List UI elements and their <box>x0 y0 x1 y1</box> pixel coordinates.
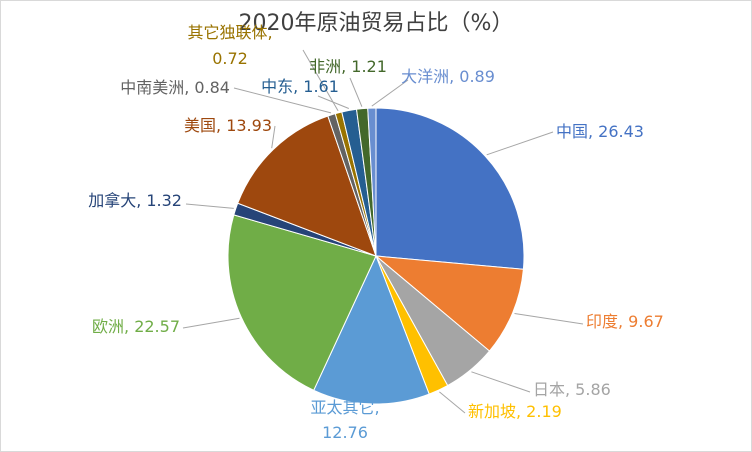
pie-slice <box>374 255 524 352</box>
leader-line <box>486 131 554 156</box>
data-label: 新加坡, 2.19 <box>468 402 562 421</box>
data-label: 非洲, 1.21 <box>309 57 387 76</box>
leader-line <box>439 391 466 414</box>
data-label: 加拿大, 1.32 <box>88 191 182 210</box>
pie-slice <box>227 214 377 391</box>
data-label: 中东, 1.61 <box>261 77 339 96</box>
data-label: 日本, 5.86 <box>533 380 611 399</box>
leader-line <box>471 371 531 393</box>
data-label: 印度, 9.67 <box>586 312 664 331</box>
leader-line <box>371 79 409 107</box>
data-label: 欧洲, 22.57 <box>92 317 180 336</box>
pie-slice <box>313 254 430 405</box>
data-label: 其它独联体, 0.72 <box>187 23 272 68</box>
pie-slice <box>367 107 377 257</box>
leader-lines <box>182 49 584 414</box>
pie-slices <box>227 107 525 405</box>
leader-line <box>271 125 276 149</box>
leader-line <box>514 313 584 325</box>
pie-slice <box>237 115 377 257</box>
data-label: 亚太其它, 12.76 <box>310 398 379 442</box>
pie-slice <box>375 107 525 270</box>
leader-line <box>302 49 339 112</box>
data-label: 大洋洲, 0.89 <box>401 67 495 86</box>
leader-line <box>233 87 332 114</box>
leader-line <box>182 317 240 329</box>
data-label: 中南美洲, 0.84 <box>120 78 230 97</box>
chart-title: 2020年原油贸易占比（%） <box>239 11 514 36</box>
leader-line <box>317 95 349 109</box>
leader-line <box>349 77 363 107</box>
leader-line <box>185 203 234 209</box>
data-labels: 中国, 26.43 印度, 9.67 日本, 5.86 新加坡, 2.19 亚太其它, 1… <box>88 23 664 442</box>
data-label: 中国, 26.43 <box>556 122 644 141</box>
data-label: 美国, 13.93 <box>184 116 272 135</box>
